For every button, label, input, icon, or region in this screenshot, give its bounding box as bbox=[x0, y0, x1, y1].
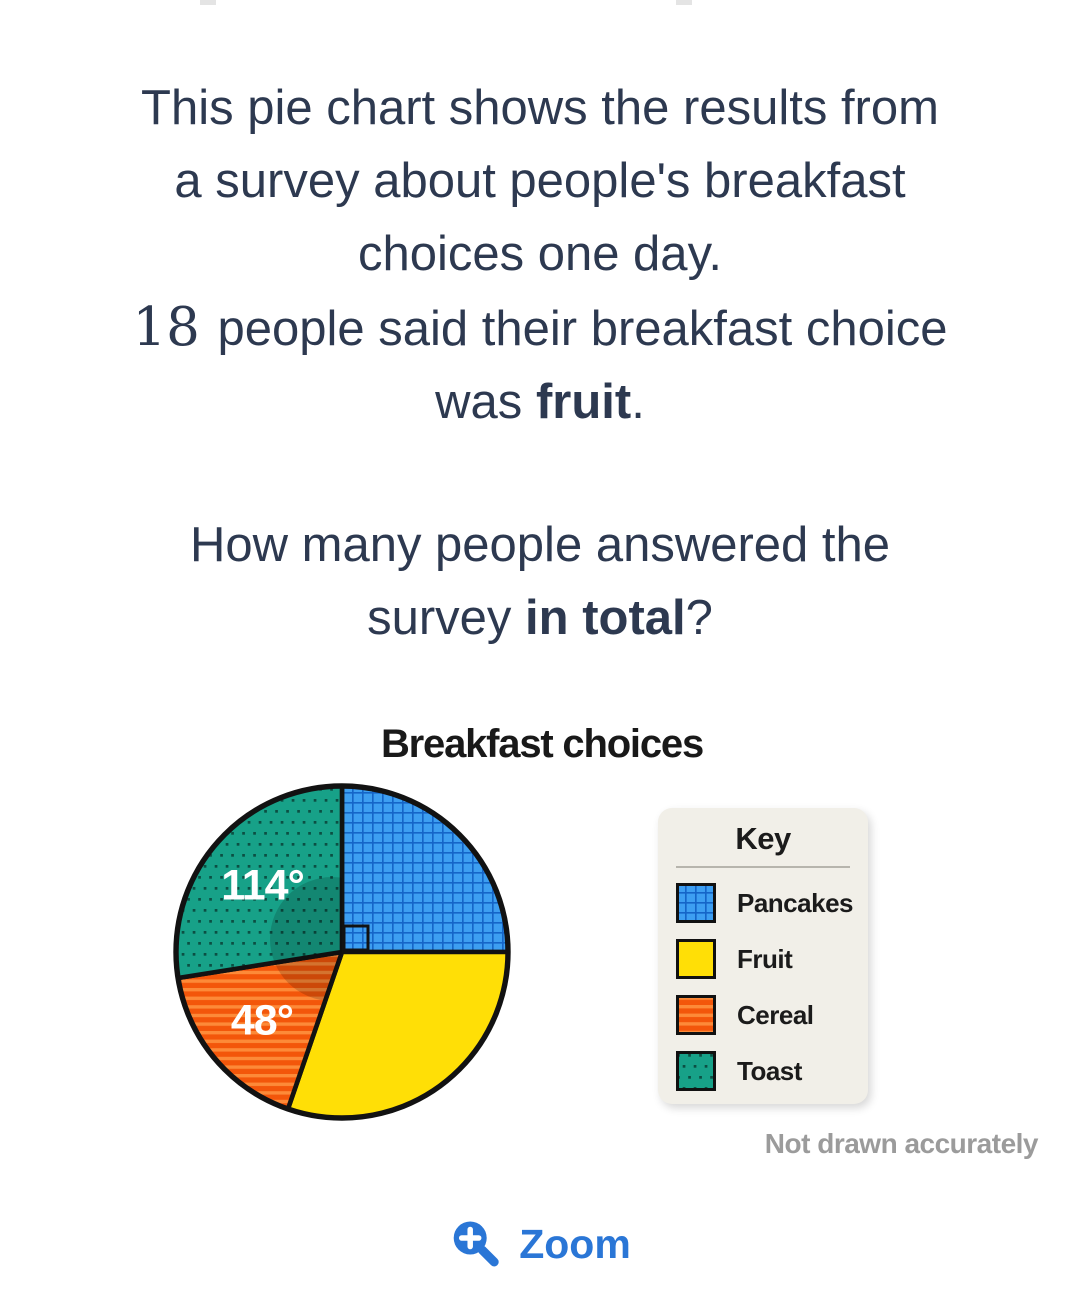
question-line: choices one day. bbox=[357, 227, 723, 281]
legend-item-cereal: Cereal bbox=[675, 995, 868, 1035]
zoom-button[interactable]: Zoom bbox=[441, 1213, 639, 1275]
legend-item-fruit: Fruit bbox=[675, 939, 868, 979]
slice-angle-label-cereal: 48° bbox=[231, 997, 293, 1045]
legend-item-toast: Toast bbox=[675, 1051, 868, 1091]
pie-chart: 48° 114° bbox=[173, 783, 511, 1121]
chart-title: Breakfast choices bbox=[380, 722, 704, 766]
top-edge-artifact bbox=[676, 0, 692, 5]
paragraph-gap bbox=[20, 439, 1060, 509]
accuracy-note: Not drawn accurately bbox=[764, 1128, 1039, 1159]
legend-label: Fruit bbox=[737, 943, 793, 974]
legend-swatch-grid bbox=[676, 883, 716, 923]
question-line: This pie chart shows the results from bbox=[141, 81, 939, 135]
question-text: This pie chart shows the results from a … bbox=[20, 72, 1060, 655]
right-angle-marker bbox=[342, 924, 370, 952]
question-line: a survey about people's breakfast bbox=[174, 154, 906, 208]
slice-angle-label-toast: 114° bbox=[221, 862, 304, 910]
legend-divider bbox=[676, 866, 850, 868]
question-line: survey in total? bbox=[367, 591, 713, 645]
legend-label: Cereal bbox=[737, 999, 814, 1030]
legend-item-pancakes: Pancakes bbox=[675, 883, 868, 923]
question-line: 18 people said their breakfast choice bbox=[132, 297, 948, 358]
zoom-button-label: Zoom bbox=[519, 1220, 631, 1267]
legend-label: Toast bbox=[737, 1055, 802, 1086]
chart-legend: Key Pancakes Fruit Cereal Toast bbox=[658, 808, 868, 1104]
legend-swatch-dots bbox=[676, 1051, 716, 1091]
legend-label: Pancakes bbox=[737, 887, 853, 918]
question-line: How many people answered the bbox=[189, 518, 891, 572]
question-line: was fruit. bbox=[435, 375, 645, 429]
legend-title: Key bbox=[735, 821, 791, 856]
given-value: 18 bbox=[132, 297, 200, 358]
top-edge-artifact bbox=[200, 0, 216, 5]
zoom-in-icon bbox=[453, 1221, 499, 1267]
legend-swatch-solid bbox=[676, 939, 716, 979]
legend-swatch-stripes bbox=[676, 995, 716, 1035]
legend-rows: Pancakes Fruit Cereal Toast bbox=[658, 868, 868, 1091]
